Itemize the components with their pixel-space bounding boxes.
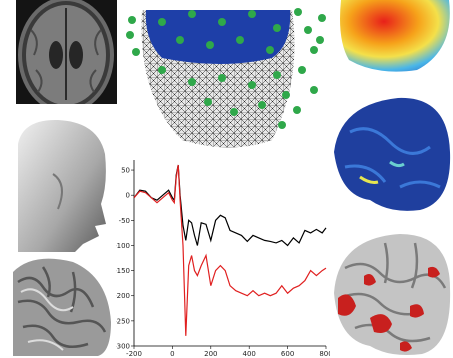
mri-slice-panel [16,0,117,104]
sensor-points [126,8,326,129]
y-tick-label: -150 [116,267,130,275]
y-tick-label: -250 [116,317,130,325]
y-tick-labels: 50 0 -50 -100 -150 -200 -250 -300 [116,167,134,351]
y-tick-label: -100 [116,242,130,250]
y-tick-label: -200 [116,292,130,300]
head-surface-panel [13,114,108,254]
series-lines [133,164,327,336]
x-tick-label: 0 [170,350,174,358]
erp-line-chart: 50 0 -50 -100 -150 -200 -250 -300 -200 0 200 400 60… [116,152,330,358]
chart-svg: 50 0 -50 -100 -150 -200 -250 -300 -200 0 200 400 60… [116,160,330,358]
x-tick-label: 200 [204,350,217,358]
brain-red-panel [330,228,453,358]
x-tick-labels: -200 0 200 400 600 800 [126,346,330,358]
topography-map-image [340,0,450,72]
x-tick-label: 600 [281,350,294,358]
brain-blue-panel [330,92,453,217]
cortex-surface-panel [13,252,113,356]
brain-blue-image [334,97,451,211]
series-line-red [133,164,327,336]
y-tick-label: 0 [126,192,130,200]
mri-slice-image [16,0,117,104]
electrode-mesh-panel [122,0,330,152]
x-tick-label: 400 [243,350,256,358]
cortex-surface-image [13,258,111,356]
activation-spots [338,266,440,352]
x-tick-label: 800 [319,350,330,358]
electrode-mesh-image [126,8,326,148]
topography-map-panel [337,0,453,72]
head-surface-image [18,119,106,254]
y-tick-label: -300 [116,343,130,351]
y-tick-label: 50 [121,167,130,175]
x-tick-label: -200 [126,350,142,358]
series-line-black [133,164,327,247]
y-tick-label: -50 [119,217,130,225]
brain-red-image [334,234,451,355]
